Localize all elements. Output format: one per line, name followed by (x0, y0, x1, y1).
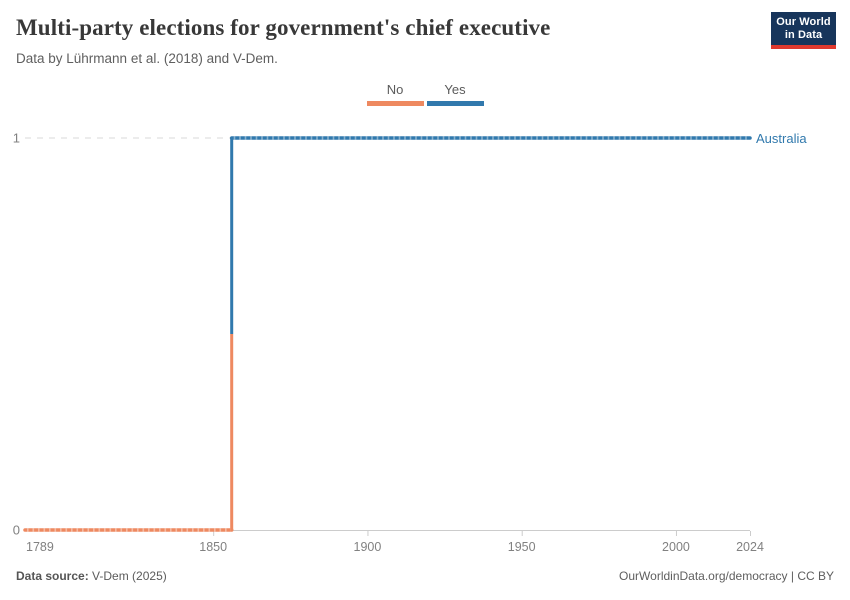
entity-label[interactable]: Australia (756, 131, 807, 146)
y-tick-label: 0 (13, 523, 20, 538)
owid-logo-line2: in Data (784, 28, 823, 41)
x-tick-label: 1789 (26, 540, 54, 554)
owid-logo-line1: Our World (776, 15, 831, 28)
legend-swatch-no (366, 101, 424, 106)
legend-item-yes: Yes (426, 82, 484, 106)
owid-logo[interactable]: Our World in Data (771, 12, 836, 49)
footer: Data source: V-Dem (2025) OurWorldinData… (16, 569, 834, 583)
data-source-label: Data source: (16, 569, 89, 583)
legend-item-no: No (366, 82, 424, 106)
x-tick-label: 2024 (736, 540, 764, 554)
x-tick-label: 1900 (354, 540, 382, 554)
data-source: Data source: V-Dem (2025) (16, 569, 167, 583)
legend-label-no: No (386, 82, 404, 97)
attribution-link[interactable]: OurWorldinData.org/democracy | CC BY (619, 569, 834, 583)
x-tick-label: 1850 (199, 540, 227, 554)
chart-subtitle: Data by Lührmann et al. (2018) and V-Dem… (16, 51, 278, 66)
legend: No Yes (0, 82, 850, 106)
x-tick-label: 1950 (508, 540, 536, 554)
chart-title: Multi-party elections for government's c… (16, 15, 551, 40)
x-tick-label: 2000 (662, 540, 690, 554)
y-tick-label: 1 (13, 131, 20, 146)
legend-swatch-yes (426, 101, 484, 106)
legend-label-yes: Yes (444, 82, 466, 97)
data-source-value: V-Dem (2025) (88, 569, 167, 583)
